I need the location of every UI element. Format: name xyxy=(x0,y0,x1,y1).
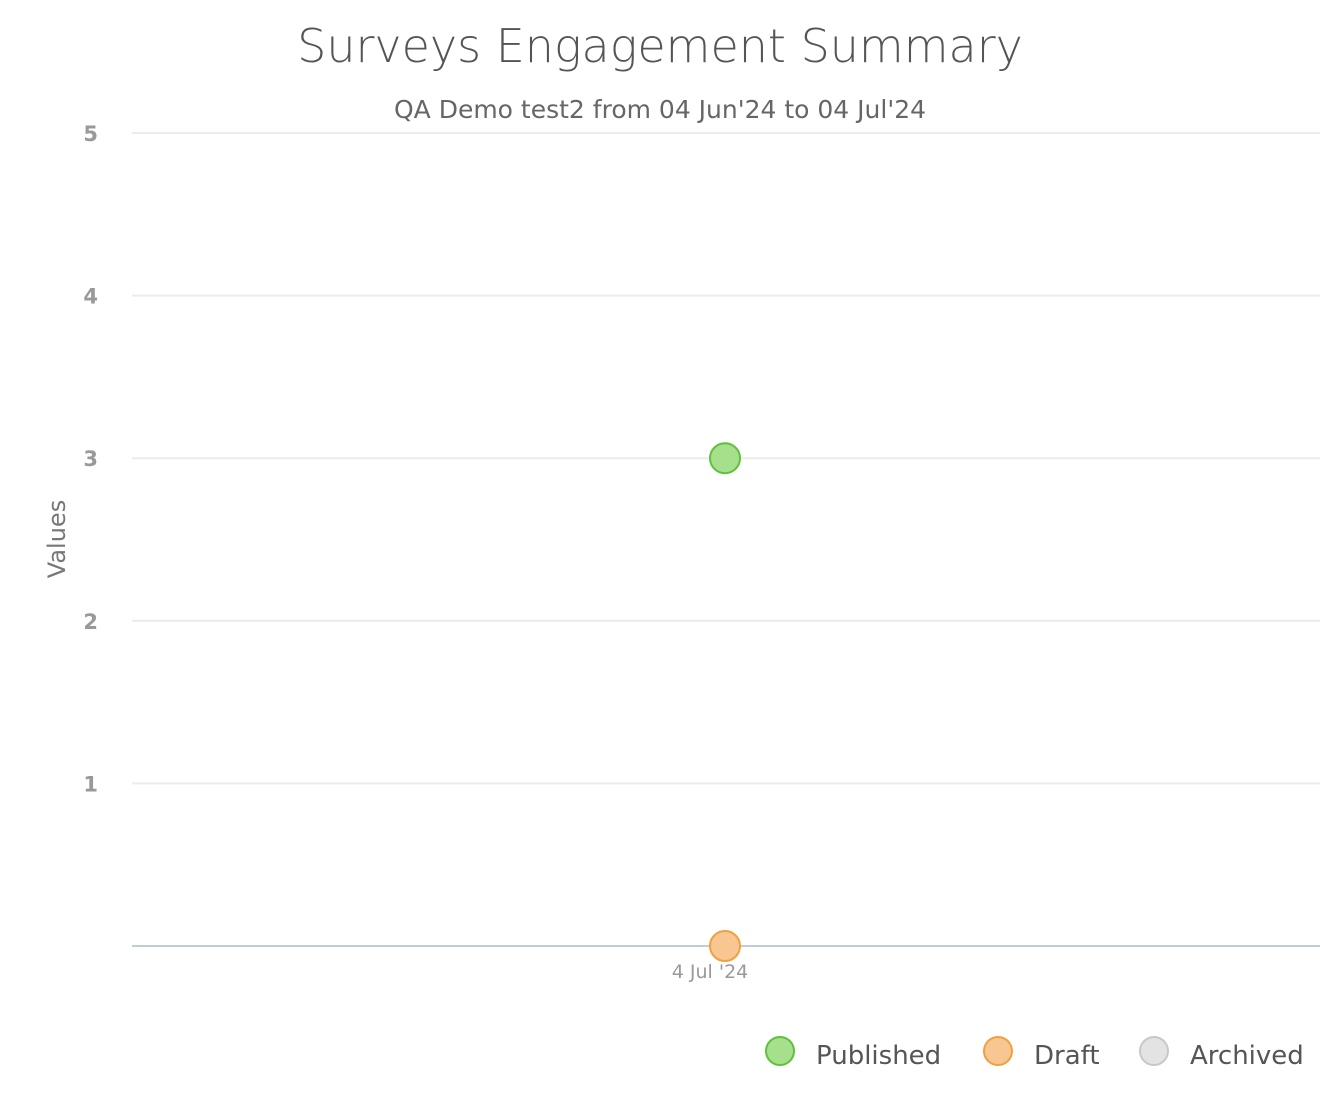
legend-item-published[interactable]: Published xyxy=(765,1036,941,1071)
legend-label-archived: Archived xyxy=(1190,1041,1304,1071)
legend-label-published: Published xyxy=(816,1041,941,1071)
legend-label-draft: Draft xyxy=(1034,1041,1100,1071)
legend-marker-draft xyxy=(983,1036,1013,1066)
chart-subtitle: QA Demo test2 from 04 Jun'24 to 04 Jul'2… xyxy=(394,95,926,124)
legend-item-archived[interactable]: Archived xyxy=(1139,1036,1304,1071)
data-points xyxy=(709,442,741,962)
legend[interactable]: Published Draft Archived xyxy=(765,1036,1304,1071)
y-tick-label: 3 xyxy=(83,447,98,471)
legend-marker-archived xyxy=(1139,1036,1169,1066)
y-axis-title: Values xyxy=(43,500,71,578)
y-tick-label: 1 xyxy=(83,772,98,796)
y-axis-ticks: 1 2 3 4 5 xyxy=(83,122,98,796)
y-tick-label: 4 xyxy=(83,285,98,309)
y-tick-label: 5 xyxy=(83,122,98,146)
y-tick-label: 2 xyxy=(83,610,98,634)
data-point-published[interactable] xyxy=(709,442,741,475)
data-point-draft[interactable] xyxy=(709,930,741,962)
chart-title: Surveys Engagement Summary xyxy=(297,19,1023,73)
legend-marker-published xyxy=(765,1036,795,1066)
legend-item-draft[interactable]: Draft xyxy=(983,1036,1100,1071)
x-axis-ticks: 4 Jul '24 xyxy=(672,961,749,983)
x-tick-label: 4 Jul '24 xyxy=(672,961,749,983)
